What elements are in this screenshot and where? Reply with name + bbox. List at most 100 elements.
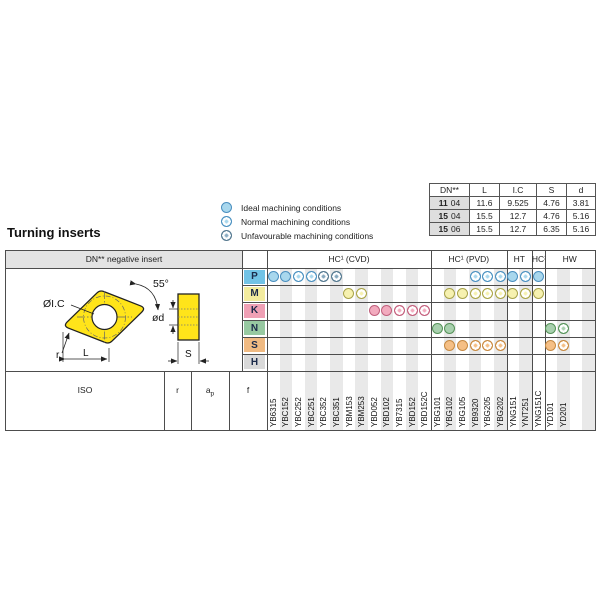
header-divider: [6, 268, 595, 269]
condition-unfav-symbol: [318, 271, 330, 283]
grid-cell: [431, 320, 444, 337]
condition-normal-symbol: [494, 271, 506, 283]
thickness-label: S: [185, 349, 192, 360]
col-header-d: d: [566, 183, 596, 197]
value-cell: 12.7: [499, 222, 537, 236]
condition-ideal-symbol: [381, 305, 393, 317]
condition-normal-symbol: [469, 288, 481, 300]
condition-ideal-symbol: [444, 322, 456, 334]
value-cell: 12.7: [499, 209, 537, 223]
condition-normal-symbol: [557, 339, 569, 351]
grade-column-label: YBG205: [483, 396, 493, 427]
column-stripe: [519, 268, 532, 430]
condition-ideal-symbol: [532, 288, 544, 300]
grid-cell: [444, 285, 457, 302]
grade-column-label: YNG151C: [533, 390, 543, 427]
grade-column-label: YD201: [558, 402, 568, 427]
dn-cell: 15 06: [429, 222, 470, 236]
value-cell: 15.5: [469, 209, 500, 223]
grid-cell: [267, 268, 280, 285]
value-cell: 4.76: [536, 196, 567, 210]
grid-cell: [494, 285, 507, 302]
ideal-condition-icon: [221, 202, 232, 213]
grid-cell: [280, 268, 293, 285]
grid-cell: [317, 268, 330, 285]
condition-normal-symbol: [494, 339, 506, 351]
grid-cell: [507, 268, 520, 285]
value-cell: 11.6: [469, 196, 500, 210]
hole-diameter-label: ød: [152, 312, 164, 324]
condition-ideal-symbol: [280, 271, 292, 283]
condition-normal-symbol: [469, 339, 481, 351]
center-hole: [91, 303, 118, 331]
iso-column-label: ISO: [77, 385, 93, 395]
grid-cell: [494, 268, 507, 285]
f-column-label: f: [246, 385, 250, 395]
row-divider: [242, 302, 595, 304]
condition-ideal-symbol: [444, 288, 456, 300]
condition-ideal-symbol: [507, 271, 519, 283]
material-row-S: S: [244, 338, 265, 353]
value-cell: 3.81: [566, 196, 596, 210]
grade-column-label: YBG101: [432, 396, 442, 427]
ic-dimension-label: ØI.C: [43, 298, 65, 310]
section-divider: [544, 251, 546, 430]
grid-cell: [469, 268, 482, 285]
column-stripe: [330, 268, 343, 430]
condition-normal-symbol: [356, 288, 368, 300]
column-stripe: [582, 268, 595, 430]
grid-cell: [469, 285, 482, 302]
letter-column-divider: [242, 251, 243, 371]
legend: Ideal machining conditions Normal machin…: [221, 201, 373, 243]
angle-label: 55°: [153, 278, 169, 290]
grade-column-label: YD101: [546, 402, 556, 427]
grade-column-label: YBG202: [495, 396, 505, 427]
grid-cell: [532, 285, 545, 302]
condition-ideal-symbol: [368, 305, 380, 317]
table-header-row: DN** L I.C S d: [429, 183, 596, 197]
table-row: 11 04 11.6 9.525 4.76 3.81: [429, 196, 596, 210]
footer-cell-divider: [229, 371, 230, 430]
ap-column-label: ap: [205, 385, 215, 398]
footer-cell-divider: [191, 371, 192, 430]
condition-normal-symbol: [419, 305, 431, 317]
grid-cell: [292, 268, 305, 285]
grid-cell: [557, 337, 570, 354]
col-header-l: L: [469, 183, 500, 197]
grade-column-label: YBG105: [458, 396, 468, 427]
corner-radius-label: r: [56, 350, 60, 361]
section-header: HC¹ (CVD): [328, 254, 370, 264]
condition-unfav-symbol: [330, 271, 342, 283]
grid-cell: [381, 302, 394, 319]
condition-normal-symbol: [482, 339, 494, 351]
grid-cell: [557, 320, 570, 337]
grade-column-label: YBC252: [294, 397, 304, 427]
material-row-K: K: [244, 303, 265, 318]
grid-cell: [305, 268, 318, 285]
condition-normal-symbol: [520, 288, 532, 300]
section-divider: [531, 251, 533, 430]
condition-normal-symbol: [520, 271, 532, 283]
column-stripe: [279, 268, 293, 430]
condition-ideal-symbol: [507, 288, 519, 300]
column-stripe: [304, 268, 318, 430]
unfavourable-condition-icon: [221, 230, 232, 241]
corner-header: DN** negative insert: [6, 251, 242, 268]
grade-column-label: YB9320: [470, 398, 480, 427]
grade-column-label: YBC152: [281, 397, 291, 427]
legend-item-unfav: Unfavourable machining conditions: [221, 229, 373, 242]
condition-normal-symbol: [406, 305, 418, 317]
condition-normal-symbol: [469, 271, 481, 283]
section-header: HW: [562, 254, 577, 264]
dimensions-table: DN** L I.C S d 11 04 11.6 9.525 4.76 3.81…: [429, 183, 596, 236]
section-divider: [506, 251, 508, 430]
col-header-ic: I.C: [499, 183, 537, 197]
grade-column-label: YBC251: [306, 397, 316, 427]
dn-cell: 11 04: [429, 196, 470, 210]
grid-cell: [481, 268, 494, 285]
value-cell: 15.5: [469, 222, 500, 236]
condition-normal-symbol: [293, 271, 305, 283]
grade-column-label: YBG102: [445, 396, 455, 427]
condition-ideal-symbol: [457, 339, 469, 351]
condition-ideal-symbol: [545, 339, 557, 351]
